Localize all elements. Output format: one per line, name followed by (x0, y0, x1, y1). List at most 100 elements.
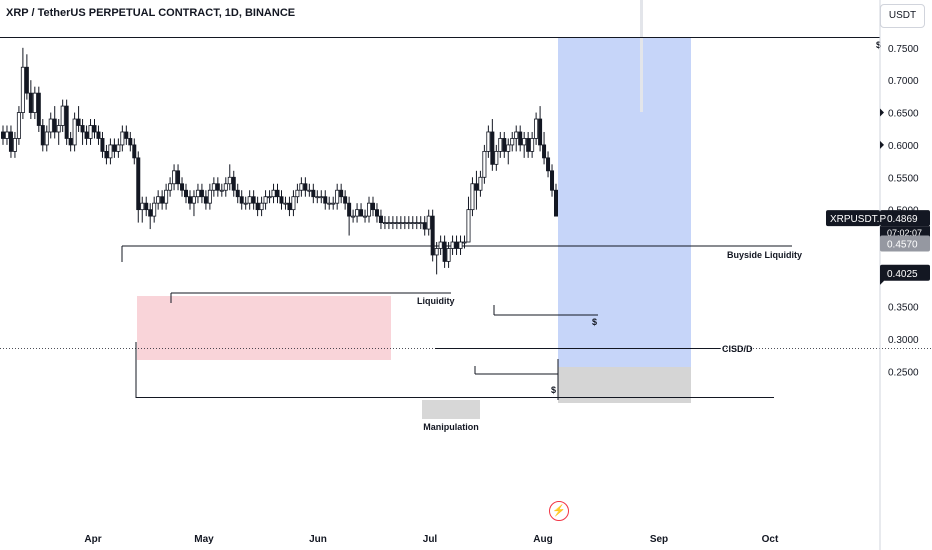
candle-body (267, 196, 272, 199)
axis-marker (880, 140, 884, 149)
candle-body (64, 105, 69, 139)
candle-body (367, 202, 372, 217)
candle-body (0, 131, 6, 139)
target-zone (558, 37, 691, 367)
time-tick-label: Aug (533, 534, 552, 545)
candle-body (355, 209, 360, 217)
candle-body (402, 222, 407, 224)
candle-body (378, 215, 383, 223)
candle-body (422, 222, 427, 230)
candle-body (52, 118, 57, 133)
candle-body (335, 189, 340, 204)
liquidity-zone (137, 296, 391, 360)
candle-body (144, 202, 149, 211)
candle-body (84, 131, 89, 139)
candle-body (176, 170, 181, 185)
candle-body (76, 118, 81, 126)
candle-body (502, 138, 507, 152)
candle-body (164, 189, 169, 204)
axis-marker (880, 108, 884, 117)
time-tick-label: Oct (762, 534, 779, 545)
candle-body (430, 215, 435, 256)
cisd-label: CISD/D (722, 344, 753, 354)
candle-body (263, 196, 268, 204)
candle-body (136, 157, 141, 211)
candle-body (207, 189, 212, 204)
candle-body (203, 196, 208, 204)
candle-body (36, 92, 41, 126)
candle-body (510, 138, 515, 146)
candle-body (180, 183, 185, 191)
chart-title: XRP / TetherUS PERPETUAL CONTRACT, 1D, B… (6, 7, 296, 19)
currency-button[interactable]: USDT (880, 4, 925, 28)
candle-body (534, 118, 539, 139)
candle-body (462, 241, 467, 244)
candle-body (327, 202, 332, 205)
ssl-dollar-label: $ (551, 385, 556, 395)
candle-body (426, 215, 431, 230)
candle-body (72, 118, 77, 146)
price-tag-bg (880, 210, 930, 227)
candle-body (454, 241, 459, 249)
candle-body (343, 196, 348, 204)
candle-body (140, 202, 145, 211)
price-tag: 0.4869 (887, 214, 918, 225)
candle-body (195, 189, 200, 198)
candle-body (48, 118, 53, 133)
time-tick-label: Jun (309, 534, 327, 545)
liquidity-label: Liquidity (417, 296, 455, 306)
candle-body (239, 196, 244, 204)
candle-body (351, 215, 356, 218)
candle-body (56, 125, 61, 133)
candle-body (275, 189, 280, 198)
time-tick-label: May (194, 534, 214, 545)
candle-body (243, 202, 248, 205)
candle-body (160, 196, 165, 204)
axis-dollar-label: $ (876, 40, 881, 50)
candle-body (120, 131, 125, 146)
faded-wick (640, 0, 643, 112)
price-tick-label: 0.6000 (888, 141, 919, 152)
candle-body (359, 209, 364, 217)
candle-body (128, 138, 133, 146)
candle-body (315, 196, 320, 199)
candle-body (347, 202, 352, 217)
candle-body (374, 209, 379, 217)
candle-body (418, 222, 423, 224)
candle-body (32, 92, 37, 113)
candle-body (8, 131, 13, 152)
candle-body (554, 189, 559, 217)
candle-body (104, 150, 109, 159)
candle-body (398, 222, 403, 224)
candle-body (60, 105, 65, 126)
liquidity-dollar-label: $ (592, 317, 597, 327)
candle-body (494, 150, 499, 165)
candle-body (323, 196, 328, 204)
candle-body (24, 66, 29, 94)
candle-body (152, 202, 157, 217)
candle-body (331, 202, 336, 205)
price-tag: 0.4570 (887, 239, 918, 250)
candle-body (339, 189, 344, 198)
candle-body (68, 138, 73, 146)
candle-body (187, 196, 192, 204)
candle-body (466, 209, 471, 243)
candle-body (156, 196, 161, 204)
candle-body (279, 196, 284, 204)
candle-body (124, 131, 129, 139)
candle-body (514, 131, 519, 139)
candle-body (20, 66, 25, 113)
lightning-bolt-icon[interactable]: ⚡ (549, 501, 569, 521)
price-tick-label: 0.5500 (888, 173, 919, 184)
zones-layer (137, 0, 691, 419)
candle-body (470, 183, 475, 211)
symbol-tag: XRPUSDT.P (830, 214, 886, 225)
candle-body (546, 157, 551, 172)
candle-body (112, 144, 117, 152)
candle-body (550, 170, 555, 191)
candle-body (450, 241, 455, 249)
candle-body (410, 222, 415, 224)
manipulation-zone (422, 400, 480, 419)
candle-body (394, 222, 399, 224)
